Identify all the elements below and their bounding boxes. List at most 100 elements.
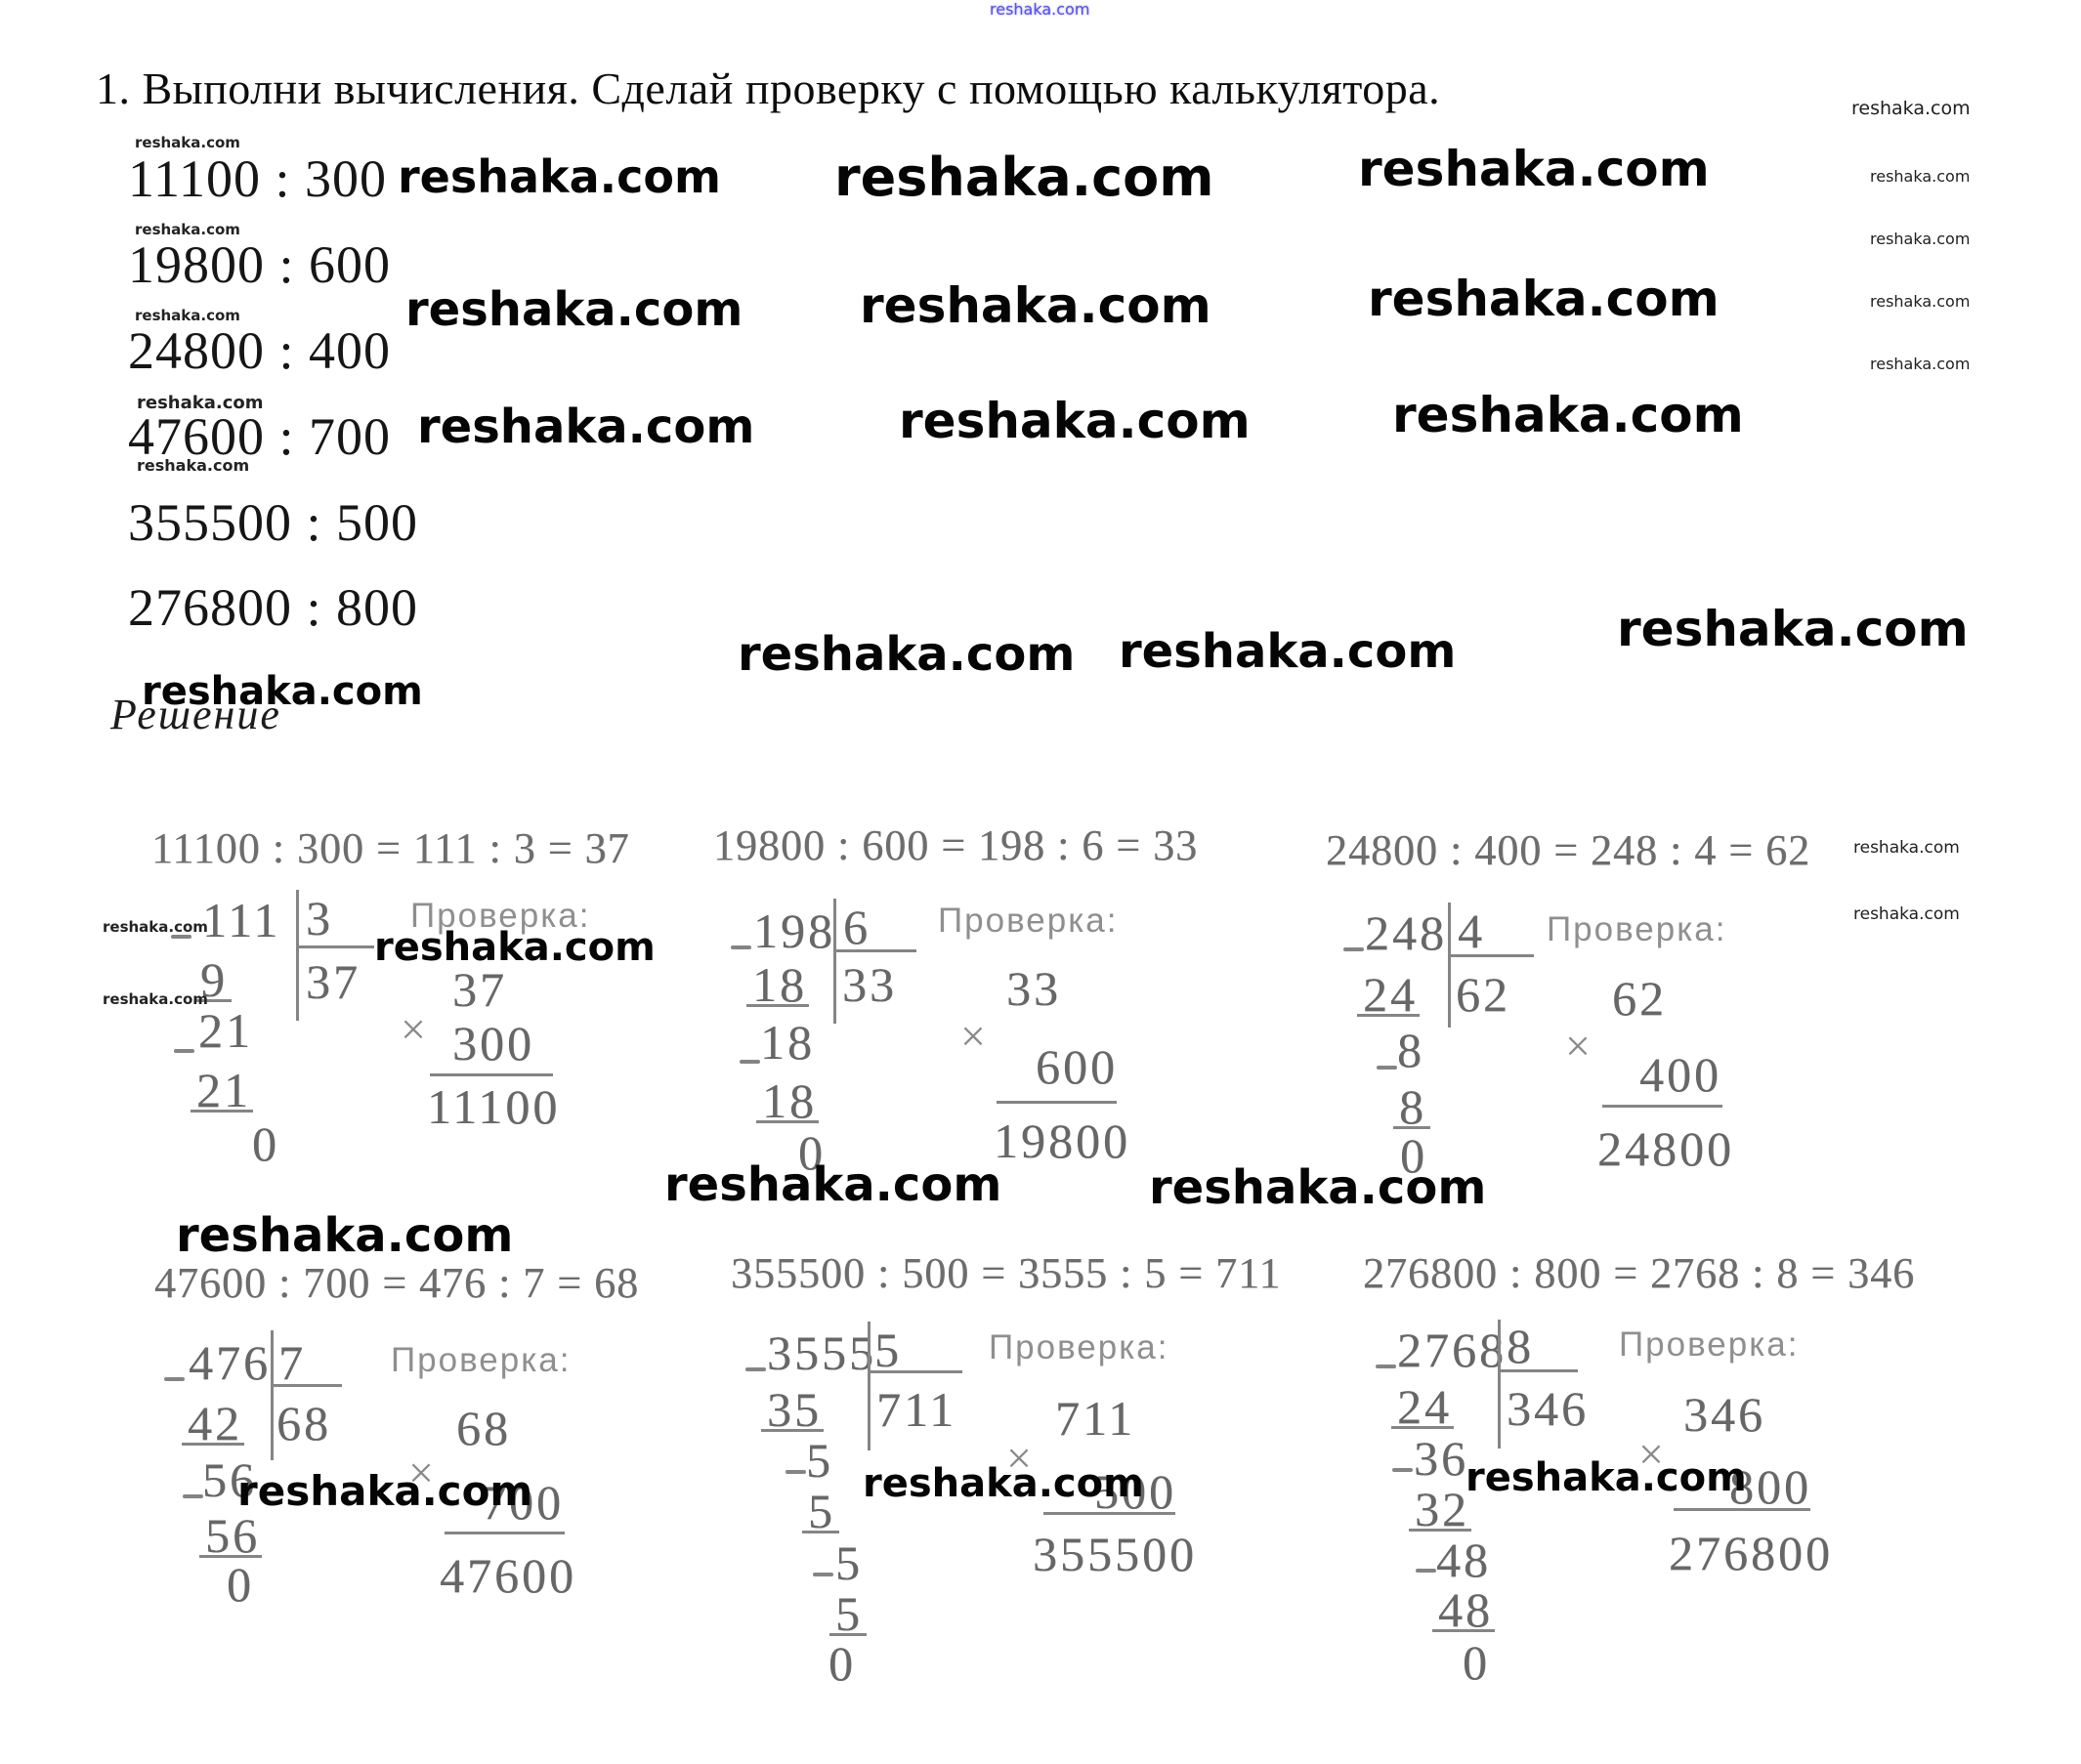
- minus-sign: [813, 1573, 833, 1576]
- division-bracket-horizontal: [296, 945, 374, 948]
- multiply-icon: ×: [1638, 1429, 1664, 1479]
- check-multiplier: 700: [482, 1475, 564, 1530]
- problem-item: 355500 : 500: [128, 493, 419, 552]
- minus-sign: [1377, 1066, 1397, 1070]
- minus-sign: [1376, 1365, 1396, 1368]
- dividend: 111: [202, 893, 281, 947]
- division-step: 0: [227, 1557, 254, 1612]
- check-multiplicand: 711: [1055, 1391, 1136, 1446]
- division-bracket-vertical: [833, 899, 836, 1024]
- multiply-icon: ×: [408, 1448, 434, 1497]
- divisor: 3: [306, 891, 333, 945]
- minus-sign: [786, 1470, 806, 1474]
- minus-sign: [1392, 1468, 1413, 1472]
- watermark: reshaka.com: [405, 282, 743, 337]
- minus-sign: [731, 945, 751, 949]
- division-step: 0: [798, 1125, 826, 1180]
- division-step: 0: [1400, 1128, 1427, 1183]
- check-multiplier: 800: [1729, 1459, 1811, 1514]
- check-multiplicand: 33: [1006, 961, 1061, 1016]
- quotient: 346: [1507, 1381, 1589, 1436]
- subtraction-underline: [191, 1110, 253, 1113]
- watermark: reshaka.com: [1368, 271, 1720, 327]
- watermark: reshaka.com: [1870, 355, 1971, 373]
- watermark: reshaka.com: [237, 1467, 533, 1515]
- subtraction-underline: [182, 1443, 244, 1446]
- check-multiplier: 300: [452, 1016, 534, 1071]
- division-step: 56: [205, 1508, 260, 1563]
- watermark: reshaka.com: [664, 1157, 1002, 1212]
- check-multiplicand: 68: [456, 1401, 511, 1455]
- subtraction-underline: [1357, 1014, 1420, 1017]
- division-bracket-vertical: [296, 890, 299, 1021]
- check-multiplier: 400: [1639, 1047, 1721, 1102]
- watermark: reshaka.com: [135, 134, 240, 151]
- solution-equation: 47600 : 700 = 476 : 7 = 68: [154, 1259, 640, 1307]
- problem-item: 47600 : 700: [128, 407, 392, 466]
- subtraction-underline: [199, 1555, 262, 1558]
- minus-sign: [1416, 1569, 1436, 1573]
- exercise-title: 1. Выполни вычисления. Сделай проверку с…: [96, 63, 1441, 113]
- division-bracket-horizontal: [868, 1370, 962, 1373]
- check-result: 276800: [1669, 1526, 1833, 1580]
- problem-item: 24800 : 400: [128, 321, 392, 380]
- subtraction-underline: [802, 1531, 839, 1533]
- check-label: Проверка:: [1619, 1325, 1800, 1364]
- division-step: 5: [806, 1433, 833, 1488]
- division-bracket-horizontal: [1448, 954, 1534, 957]
- division-step: 0: [252, 1116, 279, 1171]
- division-step: 0: [828, 1636, 856, 1691]
- solution-heading: Решение: [110, 691, 281, 738]
- subtraction-underline: [1409, 1529, 1471, 1532]
- watermark: reshaka.com: [1870, 230, 1971, 248]
- check-result: 355500: [1033, 1527, 1197, 1581]
- watermark: reshaka.com: [1870, 167, 1971, 186]
- division-step: 8: [1397, 1023, 1424, 1077]
- minus-sign: [171, 935, 191, 939]
- check-multiplicand: 37: [452, 962, 507, 1017]
- watermark: reshaka.com: [1617, 601, 1969, 657]
- watermark: reshaka.com: [1358, 141, 1710, 197]
- multiply-icon: ×: [401, 1004, 426, 1054]
- division-step: 8: [1399, 1079, 1426, 1134]
- division-step: 42: [188, 1396, 242, 1450]
- division-bracket-vertical: [868, 1322, 871, 1450]
- minus-sign: [183, 1494, 203, 1498]
- check-multiplicand: 62: [1612, 971, 1667, 1026]
- watermark: reshaka.com: [1392, 387, 1744, 443]
- check-label: Проверка:: [410, 897, 591, 935]
- minus-sign: [740, 1060, 760, 1064]
- watermark: reshaka.com: [103, 918, 208, 936]
- watermark: reshaka.com: [137, 393, 264, 413]
- subtraction-underline: [756, 1120, 819, 1123]
- multiply-icon: ×: [1006, 1433, 1032, 1483]
- division-step: 18: [760, 1015, 815, 1070]
- solution-equation: 276800 : 800 = 2768 : 8 = 346: [1363, 1249, 1916, 1297]
- check-underline: [997, 1101, 1117, 1104]
- dividend: 198: [753, 903, 835, 958]
- check-underline: [445, 1532, 565, 1534]
- divisor: 6: [843, 900, 871, 954]
- quotient: 62: [1456, 967, 1510, 1022]
- division-step: 36: [1414, 1431, 1468, 1486]
- check-result: 24800: [1597, 1121, 1734, 1176]
- watermark: reshaka.com: [398, 150, 721, 203]
- dividend: 2768: [1397, 1323, 1507, 1377]
- check-multiplicand: 346: [1683, 1387, 1765, 1442]
- division-bracket-horizontal: [1498, 1369, 1578, 1372]
- watermark: reshaka.com: [1870, 292, 1971, 311]
- check-result: 19800: [994, 1113, 1130, 1168]
- division-step: 24: [1397, 1379, 1452, 1434]
- check-label: Проверка:: [989, 1328, 1169, 1366]
- division-step: 5: [808, 1484, 835, 1538]
- watermark: reshaka.com: [374, 925, 656, 970]
- division-step: 5: [835, 1535, 863, 1590]
- watermark: reshaka.com: [137, 456, 250, 475]
- watermark: reshaka.com: [1851, 98, 1971, 119]
- check-underline: [1602, 1105, 1722, 1108]
- division-step: 21: [198, 1003, 253, 1058]
- check-underline: [430, 1073, 553, 1076]
- division-bracket-horizontal: [833, 949, 916, 952]
- division-step: 24: [1363, 967, 1418, 1022]
